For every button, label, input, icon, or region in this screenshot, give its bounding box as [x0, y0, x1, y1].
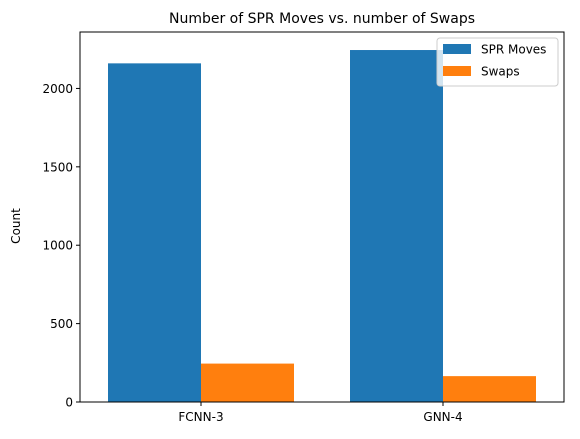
- bar-swaps-gnn-4: [443, 376, 536, 402]
- bar-spr-moves-gnn-4: [350, 50, 443, 402]
- x-tick-label: FCNN-3: [178, 410, 223, 424]
- legend-label: Swaps: [481, 65, 520, 79]
- x-tick-label: GNN-4: [423, 410, 462, 424]
- y-tick-label: 500: [50, 317, 73, 331]
- bar-swaps-fcnn-3: [201, 363, 294, 402]
- legend-label: SPR Moves: [481, 43, 546, 57]
- bar-spr-moves-fcnn-3: [108, 63, 201, 403]
- plot-frame: [79, 31, 565, 403]
- legend-swatch: [443, 66, 471, 76]
- y-ticks: 0 500 1000 1500 2000: [42, 82, 80, 410]
- bars: [108, 50, 536, 403]
- y-tick-label: 1000: [42, 239, 73, 253]
- legend: SPR Moves Swaps: [436, 37, 559, 87]
- legend-swatch: [443, 44, 471, 54]
- y-tick-label: 1500: [42, 160, 73, 174]
- y-axis-label: Count: [9, 208, 23, 244]
- chart-title: Number of SPR Moves vs. number of Swaps: [169, 11, 475, 27]
- y-tick-label: 2000: [42, 82, 73, 96]
- y-tick-label: 0: [65, 396, 73, 410]
- x-ticks: FCNN-3 GNN-4: [178, 402, 463, 424]
